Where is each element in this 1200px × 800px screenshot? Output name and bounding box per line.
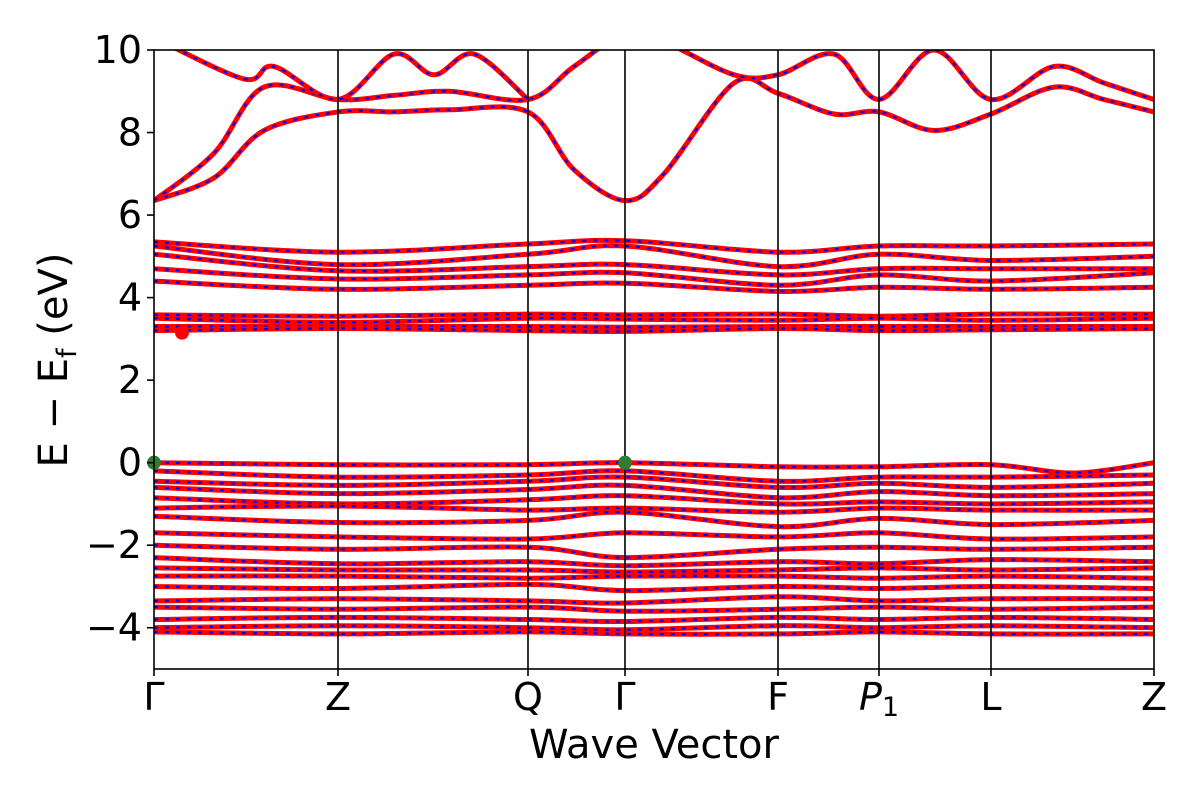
plot-frame xyxy=(153,49,1155,670)
band-line-dash-9 xyxy=(154,316,1154,324)
band-line-dash-26 xyxy=(154,605,1154,613)
x-tick-label-2: Q xyxy=(513,675,543,719)
band-line-18 xyxy=(154,509,1154,530)
band-line-dash-24 xyxy=(154,583,1154,592)
band-line-dash-29 xyxy=(154,630,1154,636)
band-line-dash-20 xyxy=(154,544,1154,559)
y-tick-label-3: 4 xyxy=(118,276,142,320)
band-line-dash-19 xyxy=(154,531,1154,541)
extremum-markers xyxy=(147,325,632,470)
x-tick-label-4: F xyxy=(767,675,789,719)
band-line-dash-22 xyxy=(154,566,1154,574)
x-tick-label-3: Γ xyxy=(614,675,635,719)
x-tick-label-7: Z xyxy=(1141,675,1167,719)
y-tick-label-7: −4 xyxy=(86,606,142,650)
x-tick-label-1: Z xyxy=(325,675,351,719)
band-line-dash-17 xyxy=(154,504,1154,514)
y-axis-title-main: E − E xyxy=(31,358,77,468)
x-tick-label-main-5: P xyxy=(859,675,882,719)
band-line-dash-5 xyxy=(154,253,1154,277)
bands-layer xyxy=(154,50,1154,637)
y-axis-ticks: 10 8 6 4 2 0 −2 −4 xyxy=(86,28,154,650)
band-line-dash-12 xyxy=(154,461,1154,475)
plot-area xyxy=(147,49,1155,670)
y-tick-label-0: 10 xyxy=(94,28,142,72)
band-line-dash-3 xyxy=(154,239,1154,254)
x-tick-label-0: Γ xyxy=(143,675,164,719)
band-line-dash-8 xyxy=(154,312,1154,318)
vbm-marker-1 xyxy=(618,455,632,470)
band-line-dash-7 xyxy=(154,280,1154,293)
x-tick-label-5: P1 xyxy=(859,675,899,723)
x-tick-label-subscript-5: 1 xyxy=(882,692,899,723)
band-line-dash-27 xyxy=(154,616,1154,623)
band-line-dash-23 xyxy=(154,574,1154,580)
band-line-2 xyxy=(173,50,531,103)
band-line-dash-13 xyxy=(154,469,1154,483)
kpoint-divider-lines xyxy=(337,50,992,669)
x-axis-title: Wave Vector xyxy=(529,722,780,768)
y-tick-label-5: 0 xyxy=(118,441,142,485)
y-tick-label-1: 8 xyxy=(118,111,142,155)
band-line-dash-0 xyxy=(154,77,1154,202)
band-line-dash-14 xyxy=(154,475,1154,489)
band-line-dash-11 xyxy=(154,327,1154,333)
band-line-dash-10 xyxy=(154,325,1154,329)
x-axis-ticks: Γ Z Q Γ F P1 L Z xyxy=(143,669,1167,723)
y-axis-title-unit: (eV) xyxy=(31,253,77,349)
band-line-dash-18 xyxy=(154,511,1154,528)
y-tick-label-6: −2 xyxy=(86,523,142,567)
band-line-dash-2 xyxy=(176,50,529,101)
band-line-20 xyxy=(154,542,1154,561)
band-line-dash-15 xyxy=(154,484,1154,499)
band-line-dash-25 xyxy=(154,595,1154,605)
x-tick-label-6: L xyxy=(980,675,1001,719)
band-line-dash-21 xyxy=(154,556,1154,567)
cbm-marker-2 xyxy=(175,325,189,340)
band-line-dash-16 xyxy=(154,494,1154,506)
band-line-dash-28 xyxy=(154,624,1154,631)
y-tick-label-2: 6 xyxy=(118,193,142,237)
y-tick-label-4: 2 xyxy=(118,358,142,402)
band-line-dash-6 xyxy=(154,267,1154,287)
band-line-4 xyxy=(154,243,1154,270)
y-axis-title: E − Ef (eV) xyxy=(31,253,83,468)
y-axis-title-subscript: f xyxy=(52,347,83,358)
